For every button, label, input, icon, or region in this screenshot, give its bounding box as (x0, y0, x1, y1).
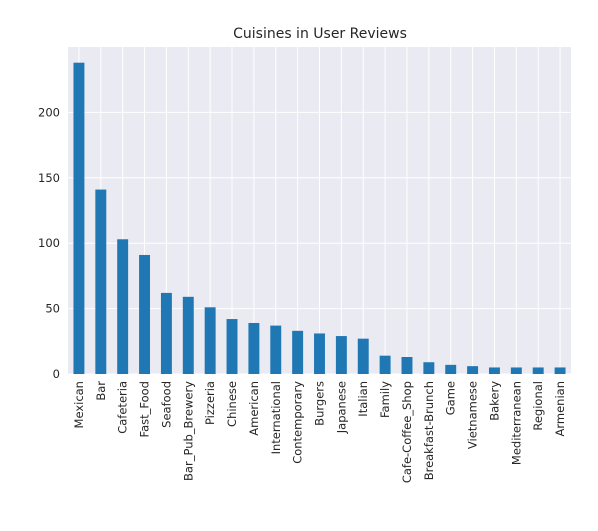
bar-japanese (335, 336, 347, 374)
x-tick-label: Armenian (553, 381, 567, 437)
x-tick-label: Bar (94, 381, 108, 401)
y-tick-label: 150 (38, 171, 60, 185)
x-tick-label: Italian (356, 381, 370, 417)
bar-cafe-coffee-shop (401, 356, 413, 374)
x-tick-label: Game (444, 381, 458, 415)
chart-title: Cuisines in User Reviews (233, 26, 407, 42)
x-tick-label: Pizzeria (203, 381, 217, 425)
x-tick-label: Breakfast-Brunch (422, 381, 436, 480)
bar-mediterranean (510, 367, 522, 374)
bar-breakfast-brunch (423, 362, 435, 374)
y-tick-label: 0 (53, 367, 60, 381)
bar-fast-food (139, 254, 151, 374)
bar-burgers (314, 333, 325, 374)
x-tick-label: Fast_Food (138, 381, 152, 437)
bar-bar (95, 189, 107, 374)
bar-italian (357, 338, 369, 374)
bar-mexican (73, 62, 85, 375)
x-tick-label: Burgers (313, 381, 327, 426)
bar-game (445, 364, 457, 374)
x-tick-label: Contemporary (291, 381, 305, 464)
x-tick-label: Vietnamese (466, 381, 480, 449)
x-tick-label: Bakery (487, 381, 501, 421)
bar-pizzeria (204, 307, 216, 374)
bar-seafood (160, 292, 172, 374)
bar-bakery (488, 367, 500, 374)
x-tick-label: Mexican (72, 381, 86, 428)
x-axis-ticks: Mexican Bar Cafeteria Fast_Food Seafood Bar_P… (72, 381, 567, 483)
bar-regional (532, 367, 544, 374)
bars (73, 62, 566, 375)
bar-international (270, 325, 282, 374)
y-tick-label: 50 (45, 302, 60, 316)
y-tick-label: 200 (38, 105, 60, 119)
bar-chinese (226, 319, 238, 374)
x-tick-label: Chinese (225, 381, 239, 427)
x-tick-label: American (247, 381, 261, 436)
bar-family (379, 355, 391, 374)
x-tick-label: Regional (531, 381, 545, 431)
x-tick-label: Seafood (159, 381, 173, 428)
bar-bar-pub-brewery (182, 296, 194, 374)
bar-vietnamese (467, 366, 479, 374)
x-tick-label: Cafeteria (116, 381, 130, 434)
y-axis-ticks: 0 50 100 150 200 (38, 105, 60, 381)
x-tick-label: Mediterranean (509, 381, 523, 465)
bar-contemporary (292, 330, 304, 374)
x-tick-label: Cafe-Coffee_Shop (400, 381, 414, 483)
bar-cafeteria (117, 239, 129, 374)
x-tick-label: Bar_Pub_Brewery (181, 381, 195, 481)
x-tick-label: Family (378, 381, 392, 418)
x-tick-label: International (269, 381, 283, 454)
y-tick-label: 100 (38, 236, 60, 250)
x-tick-label: Japanese (334, 381, 348, 434)
bar-armenian (554, 367, 566, 374)
bar-american (248, 322, 260, 374)
